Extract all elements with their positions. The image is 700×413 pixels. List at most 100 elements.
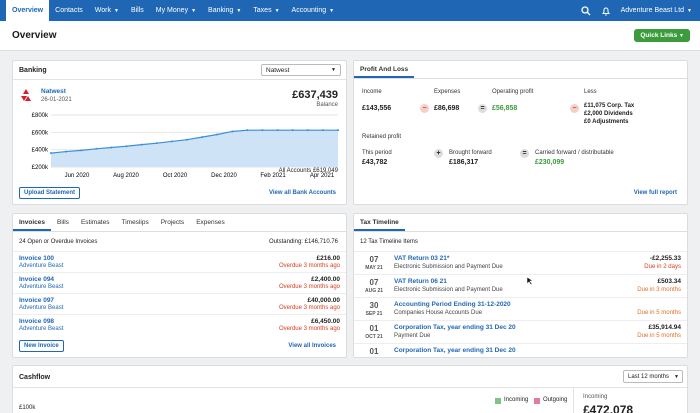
nav-item-contacts[interactable]: Contacts [49, 0, 89, 21]
x-tick-label: Aug 2020 [113, 173, 139, 179]
less-line: £11,075 Corp. Tax [584, 103, 635, 109]
nav-label: Taxes [253, 7, 272, 14]
chevron-down-icon: ▼ [331, 67, 336, 73]
invoice-status: Overdue 3 months ago [278, 263, 340, 269]
chevron-down-icon: ▼ [274, 7, 280, 14]
x-tick-label: Jun 2020 [65, 173, 90, 179]
divider [13, 79, 346, 80]
timeline-due: Due in 5 months [637, 310, 681, 316]
table-row[interactable]: Invoice 094 Adventure Beast £2,400.00 Overd… [13, 272, 346, 292]
expenses-label: Expenses [434, 89, 461, 95]
y-tick-label: £800k [32, 113, 49, 119]
invoice-link[interactable]: Invoice 097 [19, 297, 55, 304]
quick-links-button[interactable]: Quick Links ▼ [634, 29, 690, 42]
operating-profit-label: Operating profit [492, 89, 534, 95]
bell-icon[interactable] [601, 6, 611, 16]
invoices-summary: 24 Open or Overdue Invoices [19, 239, 98, 245]
timeline-row[interactable]: 30 SEP 21 Accounting Period Ending 31-12-2… [354, 297, 687, 319]
timeline-title-link[interactable]: Accounting Period Ending 31-12-2020 [394, 301, 511, 308]
balance-point [50, 152, 52, 155]
company-menu[interactable]: Adventure Beast Ltd ▼ [621, 7, 692, 14]
tab-expenses[interactable]: Expenses [196, 219, 225, 226]
nav-item-work[interactable]: Work ▼ [89, 0, 125, 21]
nav-item-bills[interactable]: Bills [125, 0, 150, 21]
invoice-client-link[interactable]: Adventure Beast [19, 326, 64, 332]
brought-forward-label: Brought forward [449, 150, 492, 156]
balance-point [306, 129, 309, 132]
less-label: Less [584, 89, 597, 95]
timeline-due: Due in 5 months [637, 333, 681, 339]
x-tick-label: Dec 2020 [211, 173, 237, 179]
table-row[interactable]: Invoice 098 Adventure Beast £6,450.00 Overd… [13, 314, 346, 334]
view-all-invoices-link[interactable]: View all Invoices [288, 343, 336, 349]
invoice-link[interactable]: Invoice 100 [19, 255, 55, 262]
invoice-client-link[interactable]: Adventure Beast [19, 284, 64, 290]
less-line: £2,000 Dividends [584, 111, 633, 117]
nav-label: Overview [12, 7, 44, 14]
tab-bills[interactable]: Bills [57, 219, 69, 226]
timeline-month: OCT 21 [365, 334, 383, 340]
view-all-bank-accounts-link[interactable]: View all Bank Accounts [268, 190, 336, 196]
invoice-client-link[interactable]: Adventure Beast [19, 305, 64, 311]
minus-icon: − [420, 104, 429, 113]
balance-point [276, 129, 279, 132]
new-invoice-button[interactable]: New Invoice [19, 340, 64, 352]
timeline-title-link[interactable]: Corporation Tax, year ending 31 Dec 20 [394, 347, 516, 354]
income-label: Income [362, 89, 382, 95]
nav-label: My Money [155, 7, 189, 14]
table-row[interactable]: Invoice 097 Adventure Beast £40,000.00 Over… [13, 293, 346, 313]
banking-card: Banking Natwest ▼ Natwest 26-01-2021 £63… [12, 60, 347, 205]
incoming-total: £472,078 [583, 403, 634, 413]
timeline-row[interactable]: 07 MAY 21 VAT Return 03 21* Electronic Subm… [354, 251, 687, 273]
nav-item-banking[interactable]: Banking ▼ [202, 0, 247, 21]
tab-tax-timeline[interactable]: Tax Timeline [354, 214, 405, 231]
nav-label: Contacts [55, 7, 83, 14]
tab-estimates[interactable]: Estimates [80, 219, 110, 226]
balance-point [185, 138, 188, 141]
balance-point [65, 150, 68, 153]
search-icon[interactable] [580, 5, 591, 16]
outgoing-legend: Outgoing [543, 397, 568, 403]
timeline-amount: -£2,255.33 [649, 255, 681, 262]
timeline-day: 30 [369, 301, 379, 310]
invoice-client-link[interactable]: Adventure Beast [19, 263, 64, 269]
nav-item-overview[interactable]: Overview [6, 0, 50, 21]
tab-timeslips[interactable]: Timeslips [121, 219, 149, 226]
timeline-title-link[interactable]: Corporation Tax, year ending 31 Dec 20 [394, 324, 516, 331]
bank-select-value: Natwest [266, 67, 290, 74]
nav-item-my-money[interactable]: My Money ▼ [150, 0, 202, 21]
tab-invoices[interactable]: Invoices [13, 214, 52, 231]
bank-account-select[interactable]: Natwest ▼ [261, 64, 341, 76]
timeline-due: Due in 3 months [637, 287, 681, 293]
invoice-status: Overdue 3 months ago [278, 284, 340, 290]
timeline-title-link[interactable]: VAT Return 03 21* [394, 255, 450, 262]
cashflow-title: Cashflow [19, 374, 51, 381]
less-line: £0 Adjustments [584, 119, 629, 125]
invoice-link[interactable]: Invoice 098 [19, 318, 55, 325]
table-row[interactable]: Invoice 100 Adventure Beast £216.00 Overdue… [13, 251, 346, 271]
bank-name-link[interactable]: Natwest [41, 88, 66, 95]
nav-item-accounting[interactable]: Accounting ▼ [286, 0, 341, 21]
cashflow-period-select[interactable]: Last 12 months ▼ [623, 370, 683, 383]
equals-icon: = [520, 149, 529, 158]
invoice-amount: £2,400.00 [311, 276, 340, 283]
view-full-report-link[interactable]: View full report [633, 190, 677, 196]
upload-statement-button[interactable]: Upload Statement [19, 187, 81, 199]
tax-items-count: 12 Tax Timeline Items [360, 239, 418, 245]
cashflow-y-tick: £100k [19, 405, 36, 411]
this-period-value: £43,782 [362, 159, 388, 166]
timeline-month: OCT 21 [362, 357, 386, 358]
timeline-row[interactable]: 07 AUG 21 VAT Return 06 21 Electronic Submi… [354, 274, 687, 296]
x-tick-label: Apr 2021 [310, 173, 335, 179]
chevron-down-icon: ▼ [191, 7, 197, 14]
invoice-link[interactable]: Invoice 094 [19, 276, 55, 283]
tab-profit-and-loss[interactable]: Profit And Loss [354, 61, 415, 78]
divider [13, 387, 687, 388]
balance-point [321, 129, 324, 132]
timeline-title-link[interactable]: VAT Return 06 21 [394, 278, 447, 285]
nav-item-taxes[interactable]: Taxes ▼ [247, 0, 285, 21]
invoices-card: Invoices Bills Estimates Timeslips Projects E… [12, 213, 347, 358]
tab-projects[interactable]: Projects [160, 219, 185, 226]
